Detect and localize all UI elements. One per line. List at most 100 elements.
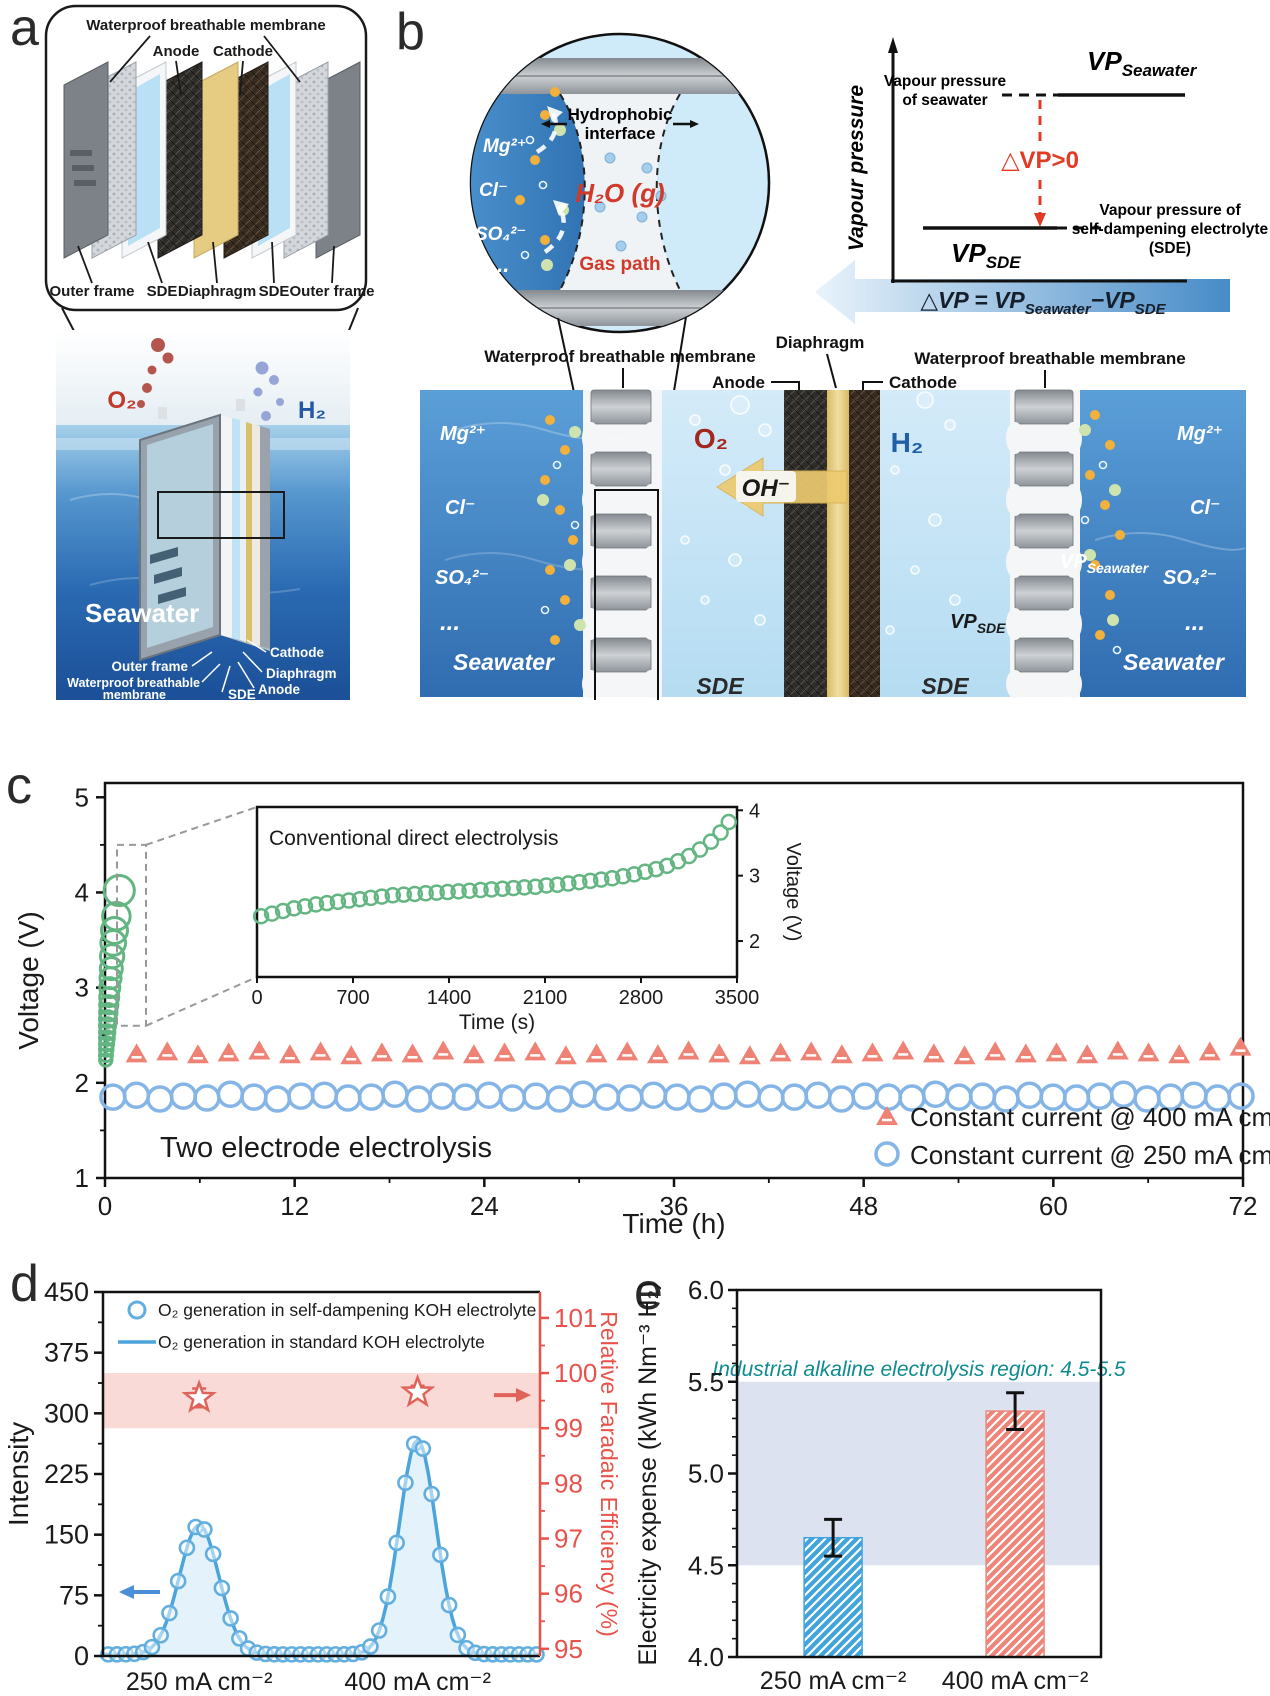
x-category-label: 250 mA cm⁻² (760, 1667, 907, 1695)
svg-text:...: ... (491, 252, 509, 277)
x-tick-label: 12 (280, 1191, 309, 1221)
x-category-label: 400 mA cm⁻² (344, 1668, 491, 1696)
left-tick-label: 225 (44, 1459, 89, 1489)
vp-sde-label: VPSDE (951, 238, 1021, 272)
sea-right-labels: Mg²⁺ Cl⁻ SO₄²⁻ ... Seawater (1123, 423, 1225, 675)
inset-x-tick: 0 (251, 987, 262, 1009)
inset-x-axis-title: Time (s) (459, 1011, 535, 1034)
panel-a-label: a (10, 0, 39, 57)
inset-y-tick: 2 (749, 931, 760, 953)
legend-standard: O₂ generation in standard KOH electrolyt… (158, 1332, 485, 1352)
device-callouts: Outer frame Waterproof breathable membra… (67, 639, 337, 700)
inset-title: Conventional direct electrolysis (269, 827, 558, 850)
panel-b-illustration: Hydrophobic interface Mg²⁺ Cl⁻ SO₄²⁻ ...… (420, 32, 1269, 700)
vapour-pressure-plot: Vapour pressure VPSeawater Vapour pressu… (815, 37, 1269, 324)
y-tick-label: 6.0 (688, 1275, 724, 1305)
industrial-region-label: Industrial alkaline electrolysis region:… (712, 1358, 1126, 1381)
series (99, 1080, 1255, 1113)
svg-text:Anode: Anode (712, 373, 765, 392)
series (125, 1036, 1252, 1065)
inset-y-tick: 4 (749, 800, 760, 822)
svg-text:Mg²⁺: Mg²⁺ (483, 136, 527, 157)
o2-peak-area (103, 1440, 540, 1656)
membrane-blocks (582, 389, 1082, 698)
sea-left-labels: Mg²⁺ Cl⁻ SO₄²⁻ ... Seawater (435, 423, 555, 675)
membrane-label: Waterproof breathable membrane (86, 17, 326, 34)
vp-sde-annotation: VPSDE (950, 611, 1006, 636)
svg-text:Cl⁻: Cl⁻ (1190, 497, 1221, 519)
diaphragm-label: Diaphragm (178, 283, 256, 300)
legend-self-dampening: O₂ generation in self-dampening KOH elec… (158, 1300, 536, 1320)
svg-text:Anode: Anode (258, 682, 300, 697)
hydrophobic-line2: interface (585, 124, 656, 143)
error-bar (824, 1517, 843, 1558)
y-tick-label: 5.0 (688, 1459, 724, 1489)
panel-a-illustration: O₂ H₂ Seawater (44, 4, 375, 700)
seawater-region-right (1076, 390, 1246, 697)
y-tick-label: 4.5 (688, 1550, 724, 1580)
legend-400mA: Constant current @ 400 mA cm⁻² (910, 1102, 1270, 1132)
vp-sde-desc2: self-dampening electrolyte (1072, 221, 1269, 238)
delta-vp-arrow (815, 260, 1230, 324)
oh-transport-arrow: OH⁻ (716, 457, 848, 517)
x-axis-title: Time (h) (622, 1208, 725, 1239)
axes: 0 75 150 225 300 375 450 95 96 97 98 99 100 101 (44, 1277, 597, 1671)
x-tick-label: 60 (1039, 1191, 1068, 1221)
plot-annotation-title: Two electrode electrolysis (160, 1132, 492, 1164)
svg-text:Mg²⁺: Mg²⁺ (1177, 423, 1223, 445)
inset-x-tick: 3500 (715, 987, 760, 1009)
chart-panel-d-o2-intensity-faradaic-efficiency: O₂ generation in self-dampening KOH elec… (3, 1277, 620, 1696)
vp-seawater-desc2: of seawater (902, 92, 987, 109)
left-axis-arrowhead (119, 1585, 134, 1599)
svg-text:Waterproof breathable membrane: Waterproof breathable membrane (484, 347, 755, 366)
y-tick-label: 2 (75, 1068, 89, 1098)
svg-text:Waterproof breathable membrane: Waterproof breathable membrane (914, 349, 1185, 368)
right-tick-label: 96 (554, 1579, 583, 1609)
error-bar (1006, 1391, 1025, 1431)
vp-seawater-annotation: VPSeawater (1060, 551, 1150, 576)
inset-x-tick: 2800 (619, 987, 664, 1009)
svg-text:Cl⁻: Cl⁻ (445, 497, 476, 519)
x-tick-label: 48 (849, 1191, 878, 1221)
svg-text:Outer frame: Outer frame (111, 659, 188, 674)
y-tick-label: 1 (75, 1163, 89, 1193)
seawater-label: Seawater (85, 598, 199, 628)
panel-d-label: d (10, 1255, 39, 1313)
svg-text:Diaphragm: Diaphragm (266, 666, 337, 681)
svg-text:Waterproof breathable: Waterproof breathable (67, 676, 200, 690)
x-category-label: 400 mA cm⁻² (942, 1667, 1089, 1695)
cathode-label: Cathode (213, 43, 273, 60)
right-tick-label: 98 (554, 1468, 583, 1498)
vp-seawater-label: VPSeawater (1087, 46, 1198, 80)
svg-text:Cathode: Cathode (889, 373, 957, 392)
sde-region-right (880, 390, 1010, 697)
water-vapour-droplets (594, 152, 667, 252)
exploded-layers (63, 61, 361, 259)
anode-layer (784, 390, 827, 697)
vp-sde-desc1: Vapour pressure of (1099, 202, 1241, 219)
bar-250 mA cm⁻² (803, 1536, 863, 1658)
vp-ylabel: Vapour pressure (845, 85, 868, 251)
outer-frame-right-label: Outer frame (289, 283, 374, 300)
svg-text:membrane: membrane (103, 688, 166, 700)
x-tick-label: 24 (470, 1191, 499, 1221)
panel-e-label: e (634, 1263, 663, 1321)
h2-label: H₂ (298, 397, 326, 424)
outer-frame-left-label: Outer frame (49, 283, 134, 300)
left-tick-label: 300 (44, 1398, 89, 1428)
legend: O₂ generation in self-dampening KOH elec… (118, 1300, 536, 1352)
faradaic-efficiency-band (103, 1373, 540, 1429)
delta-vp-label: △VP>0 (1001, 147, 1079, 174)
gas-path-label: Gas path (579, 254, 660, 275)
y-tick-label: 5.5 (688, 1367, 724, 1397)
delta-vp-formula: △VP = VPSeawater−VPSDE (920, 287, 1166, 318)
lens-target-box (594, 489, 659, 700)
svg-text:SO₄²⁻: SO₄²⁻ (435, 567, 489, 589)
o2-region-label: O₂ (694, 423, 728, 454)
zoom-target-box (157, 491, 285, 539)
left-tick-label: 150 (44, 1520, 89, 1550)
left-tick-label: 375 (44, 1338, 89, 1368)
svg-text:Seawater: Seawater (1123, 649, 1225, 675)
